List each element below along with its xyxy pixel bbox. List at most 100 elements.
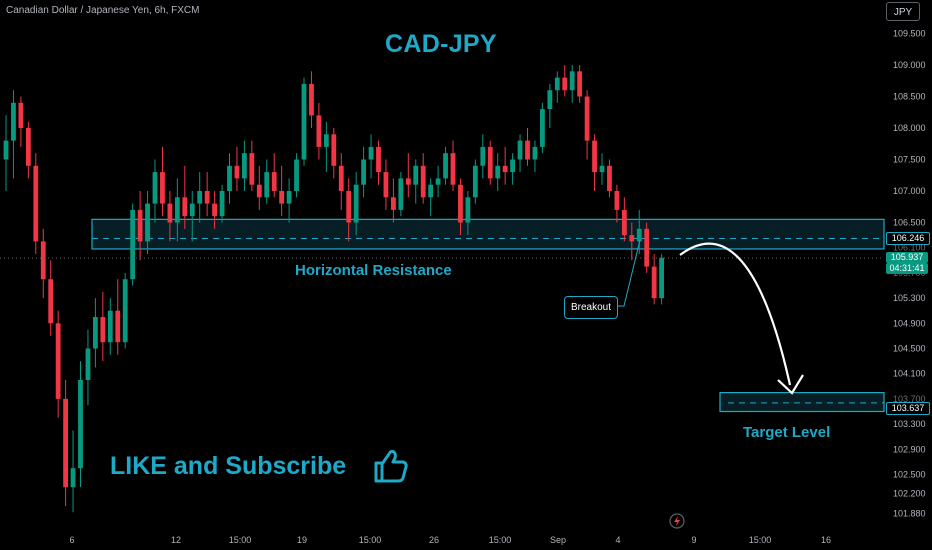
y-tick-label: 102.200 xyxy=(893,488,926,498)
candle-body xyxy=(242,153,247,179)
x-tick-label: 12 xyxy=(171,535,181,545)
candle-body xyxy=(167,203,173,223)
candle-body xyxy=(48,279,54,324)
thumbs-up-icon xyxy=(374,449,408,483)
x-tick-label: 16 xyxy=(821,535,831,545)
candle-body xyxy=(495,165,501,179)
candle-body xyxy=(569,71,575,91)
y-tick-label: 102.900 xyxy=(893,444,926,454)
currency-button[interactable]: JPY xyxy=(886,2,920,21)
candle-body xyxy=(107,310,113,343)
candle-body xyxy=(472,165,478,198)
candle-body xyxy=(502,165,508,173)
candle-body xyxy=(458,184,463,223)
x-tick-label: 15:00 xyxy=(749,535,772,545)
candle-body xyxy=(525,140,530,160)
y-tick-label: 104.900 xyxy=(893,318,926,328)
candle-body xyxy=(376,146,381,173)
candle-body xyxy=(554,77,560,91)
x-tick-label: 19 xyxy=(297,535,307,545)
candle-body xyxy=(55,323,61,399)
candle-body xyxy=(227,165,232,191)
y-tick-label: 101.880 xyxy=(893,509,926,519)
resistance-zone[interactable] xyxy=(91,218,885,250)
candle-body xyxy=(145,203,150,242)
symbol-title[interactable]: Canadian Dollar / Japanese Yen, 6h, FXCM xyxy=(6,5,200,16)
x-tick-label: 15:00 xyxy=(359,535,382,545)
candle-body xyxy=(25,128,31,166)
time-axis[interactable]: 6 12 15:00 19 15:00 26 15:00 Sep 4 9 15:00 16 xyxy=(69,535,831,545)
x-tick-label: 4 xyxy=(615,535,620,545)
candle-body xyxy=(443,153,448,179)
candle-body xyxy=(636,228,642,242)
target-price-badge: 103.637 xyxy=(886,402,930,415)
candle-body xyxy=(614,191,620,210)
candle-body xyxy=(547,90,553,110)
candle-body xyxy=(197,191,203,204)
candle-body xyxy=(323,134,329,147)
candle-body xyxy=(78,380,83,469)
candle-body xyxy=(70,468,76,488)
candle-body xyxy=(599,165,605,173)
candle-body xyxy=(286,191,292,204)
candle-body xyxy=(122,279,128,343)
current-price-badge: 105.937 xyxy=(886,252,928,263)
candle-body xyxy=(361,159,366,185)
x-tick-label: 6 xyxy=(69,535,74,545)
candle-body xyxy=(398,178,404,210)
candle-body xyxy=(271,172,277,191)
candle-body xyxy=(309,83,314,116)
y-tick-label: 103.300 xyxy=(893,419,926,429)
candle-body xyxy=(33,165,39,242)
y-tick-label: 104.100 xyxy=(893,369,926,379)
y-tick-label: 106.500 xyxy=(893,218,926,228)
candle-body xyxy=(391,197,396,210)
candle-body xyxy=(294,159,299,191)
candle-body xyxy=(18,102,24,128)
candle-body xyxy=(651,266,657,299)
y-tick-label: 106.100 xyxy=(893,243,926,253)
candle-body xyxy=(659,257,664,299)
y-tick-label: 105.300 xyxy=(893,293,926,303)
candle-body xyxy=(629,235,635,242)
candle-body xyxy=(532,146,538,160)
breakout-callout[interactable]: Breakout xyxy=(564,296,618,319)
candle-body xyxy=(577,71,583,97)
candle-body xyxy=(152,172,158,204)
candle-body xyxy=(256,184,262,198)
candle-body xyxy=(480,146,486,166)
lightning-icon[interactable] xyxy=(669,513,685,529)
candle-body xyxy=(264,172,270,198)
candle-body xyxy=(435,178,441,185)
candle-body xyxy=(331,134,337,166)
candle-body xyxy=(584,96,590,141)
candle-body xyxy=(420,165,426,198)
candle-body xyxy=(607,165,612,191)
y-tick-label: 109.000 xyxy=(893,60,926,70)
candle-body xyxy=(137,209,143,242)
resistance-zone-layer xyxy=(91,218,885,250)
candle-body xyxy=(204,191,210,204)
candle-body xyxy=(405,178,411,185)
candle-body xyxy=(644,228,650,267)
candle-body xyxy=(93,317,98,349)
candle-body xyxy=(130,209,136,280)
x-tick-label: Sep xyxy=(550,535,566,545)
candle-body xyxy=(316,115,322,147)
target-zone[interactable] xyxy=(719,392,885,413)
candle-body xyxy=(279,191,285,204)
candle-body xyxy=(510,159,515,173)
candle-body xyxy=(100,317,106,343)
candle-body xyxy=(85,348,91,380)
y-tick-label: 107.000 xyxy=(893,186,926,196)
candle-body xyxy=(63,398,68,488)
chart-headline: CAD-JPY xyxy=(385,30,497,58)
projection-arrow xyxy=(679,242,792,386)
candle-body xyxy=(383,172,389,198)
candle-body xyxy=(592,140,597,173)
candle-body xyxy=(219,191,225,217)
candle-body xyxy=(562,77,568,91)
price-axis[interactable]: 109.500 109.000 108.500 108.000 107.500 107.0… xyxy=(893,29,926,519)
candle-body xyxy=(413,165,419,185)
